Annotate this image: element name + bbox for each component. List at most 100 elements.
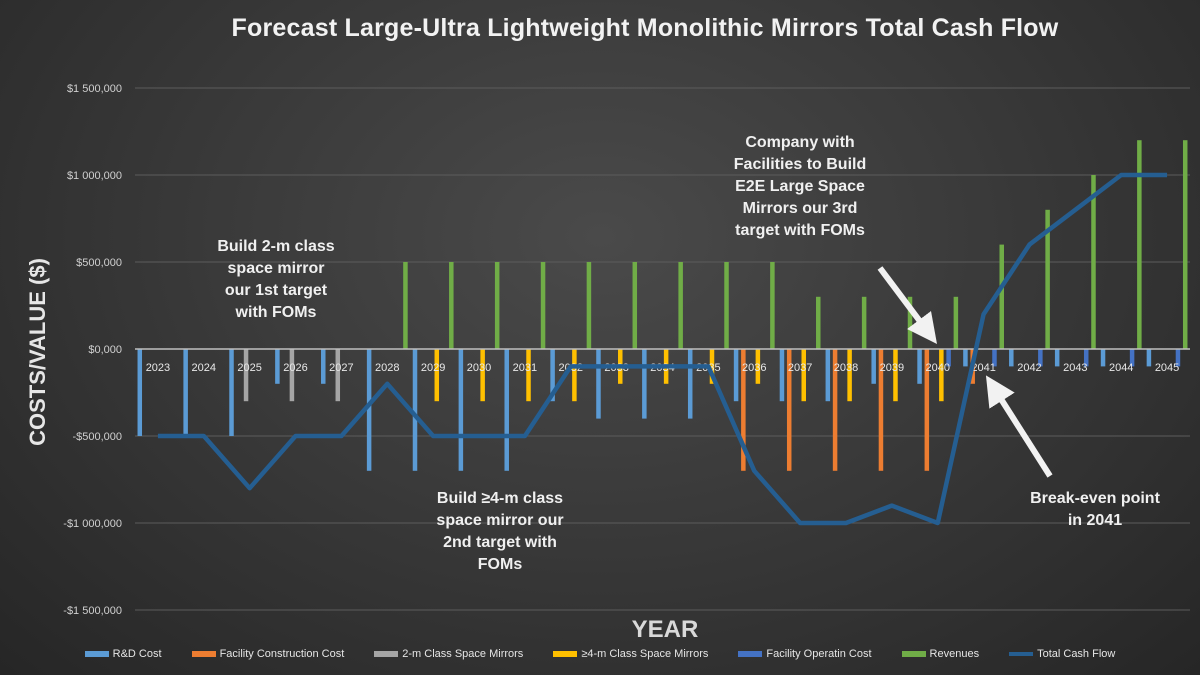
bar-facility-construction-cost-2036: [741, 349, 746, 471]
annotation-line: Build 2-m class: [217, 238, 335, 255]
bar-4-m-class-space-mirrors-2035: [709, 349, 715, 384]
x-tick-label: 2045: [1155, 362, 1179, 374]
annotation-third-target: Company with Facilities to Build E2E Lar…: [715, 132, 885, 242]
legend-item: Facility Construction Cost: [191, 648, 344, 660]
bar-revenues-2032: [586, 262, 592, 349]
legend-label: Total Cash Flow: [1037, 648, 1116, 660]
x-tick-label: 2026: [283, 362, 307, 374]
x-tick-labels: 2023 2024 2025 2026 2027 2028 2029 2030 2031 2032…: [146, 362, 1180, 374]
y-tick-label: -$1 500,000: [63, 605, 122, 617]
bar-4-m-class-space-mirrors-2036: [755, 349, 761, 384]
bar-r-d-cost-2038: [825, 349, 831, 402]
legend-label: ≥4-m Class Space Mirrors: [581, 648, 709, 660]
annotation-break-even: Break-even point in 2041: [1010, 488, 1180, 532]
x-tick-label: 2029: [421, 362, 445, 374]
legend-swatch: [1009, 652, 1034, 656]
bar-facility-operatin-cost-2040: [946, 349, 951, 367]
bar-4-m-class-space-mirrors-2030: [480, 349, 485, 402]
legend-item: Facility Operatin Cost: [738, 648, 872, 660]
legend-label: R&D Cost: [112, 648, 162, 660]
bar-r-d-cost-2042: [1009, 349, 1014, 367]
annotation-line: FOMs: [477, 556, 523, 573]
bar-r-d-cost-2031: [504, 349, 509, 471]
x-tick-label: 2038: [834, 362, 858, 374]
x-tick-label: 2043: [1063, 362, 1087, 374]
bar-r-d-cost-2037: [779, 349, 785, 402]
bar-revenues-2034: [678, 262, 683, 349]
bar-revenues-2040: [953, 296, 959, 349]
annotation-line: Mirrors our 3rd: [742, 200, 858, 217]
y-tick-label: $1 000,000: [67, 170, 122, 182]
legend-swatch: [374, 651, 399, 657]
x-tick-label: 2024: [192, 362, 216, 374]
bar-revenues-2038: [861, 296, 867, 349]
x-tick-label: 2031: [513, 362, 537, 374]
x-tick-label: 2042: [1017, 362, 1041, 374]
annotation-line: target with FOMs: [735, 222, 865, 239]
legend-item: Total Cash Flow: [1009, 648, 1115, 660]
legend-label: 2-m Class Space Mirrors: [402, 648, 524, 660]
bar-r-d-cost-2029: [412, 349, 418, 471]
bar-r-d-cost-2040: [917, 349, 922, 384]
bar-revenues-2028: [403, 262, 408, 349]
bar-r-d-cost-2025: [229, 349, 234, 436]
annotation-line: space mirror our: [436, 512, 564, 529]
y-tick-label: -$500,000: [72, 431, 122, 443]
bar-revenues-2031: [540, 262, 546, 349]
legend-swatch: [191, 651, 216, 657]
y-tick-label: $0,000: [88, 344, 122, 356]
bar-facility-construction-cost-2039: [878, 349, 884, 471]
x-tick-label: 2040: [925, 362, 949, 374]
annotation-line: our 1st target: [224, 282, 328, 299]
annotation-line: in 2041: [1067, 512, 1123, 529]
bar-facility-operatin-cost-2042: [1038, 349, 1043, 367]
x-tick-label: 2039: [880, 362, 904, 374]
legend-item: ≥4-m Class Space Mirrors: [553, 648, 708, 660]
bar-revenues-2042: [1045, 209, 1050, 349]
x-tick-label: 2036: [742, 362, 766, 374]
bar-facility-operatin-cost-2043: [1083, 349, 1089, 367]
chart-title: Forecast Large-Ultra Lightweight Monolit…: [231, 14, 1059, 42]
annotation-line: with FOMs: [235, 304, 317, 321]
x-tick-label: 2030: [467, 362, 491, 374]
bar-2-m-class-space-mirrors-2025: [243, 349, 249, 402]
bar-facility-construction-cost-2038: [832, 349, 838, 471]
bar-r-d-cost-2035: [687, 349, 693, 419]
annotation-line: space mirror: [227, 260, 325, 277]
annotation-line: Company with: [745, 134, 855, 151]
bar-revenues-2033: [632, 262, 638, 349]
bar-facility-operatin-cost-2044: [1129, 349, 1135, 367]
bar-revenues-2035: [724, 262, 729, 349]
arrow-break-even: [985, 375, 1053, 478]
bar-revenues-2045: [1182, 140, 1188, 349]
bar-r-d-cost-2036: [733, 349, 739, 402]
annotation-line: Break-even point: [1030, 490, 1160, 507]
x-tick-label: 2025: [237, 362, 261, 374]
legend-item: 2-m Class Space Mirrors: [374, 648, 523, 660]
bar-r-d-cost-2023: [137, 349, 143, 436]
annotation-first-target: Build 2-m class space mirror our 1st tar…: [206, 236, 346, 324]
bar-r-d-cost-2032: [550, 349, 555, 402]
y-tick-labels: $1 500,000 $1 000,000 $500,000 $0,000 -$500,…: [63, 83, 122, 617]
x-axis-label: YEAR: [631, 616, 699, 643]
bar-revenues-2029: [449, 262, 454, 349]
bar-r-d-cost-2039: [871, 349, 876, 384]
x-tick-label: 2028: [375, 362, 399, 374]
bar-revenues-2030: [494, 262, 500, 349]
x-tick-label: 2023: [146, 362, 170, 374]
bar-r-d-cost-2027: [321, 349, 326, 384]
bar-r-d-cost-2033: [596, 349, 601, 419]
bar-facility-operatin-cost-2041: [992, 349, 997, 367]
bar-r-d-cost-2028: [366, 349, 372, 471]
arrow-third-target: [877, 266, 937, 344]
bar-r-d-cost-2045: [1146, 349, 1152, 367]
bar-revenues-2044: [1137, 140, 1142, 349]
annotation-line: E2E Large Space: [735, 178, 865, 195]
bar-revenues-2037: [816, 296, 821, 349]
bar-4-m-class-space-mirrors-2032: [572, 349, 577, 402]
bar-4-m-class-space-mirrors-2037: [801, 349, 806, 402]
bar-2-m-class-space-mirrors-2027: [335, 349, 341, 402]
legend-item: R&D Cost: [84, 648, 162, 660]
bar-4-m-class-space-mirrors-2031: [526, 349, 531, 402]
